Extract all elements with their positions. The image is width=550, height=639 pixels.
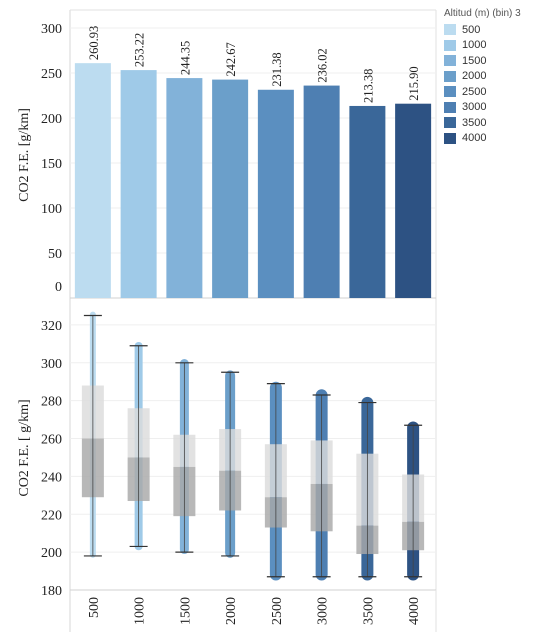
box-y-tick-label: 220 bbox=[41, 508, 62, 523]
bar-y-tick-label: 0 bbox=[55, 280, 62, 295]
legend-swatch bbox=[444, 70, 456, 82]
x-tick-label: 3000 bbox=[316, 597, 331, 625]
legend-label: 3000 bbox=[462, 101, 487, 114]
bar bbox=[395, 103, 432, 298]
bar bbox=[74, 63, 111, 299]
bar-y-tick-label: 250 bbox=[41, 67, 62, 82]
legend-label: 1000 bbox=[462, 39, 487, 52]
x-tick-label: 3500 bbox=[361, 597, 376, 625]
legend-swatch bbox=[444, 132, 456, 144]
legend-label: 3500 bbox=[462, 116, 487, 129]
box-y-tick-label: 300 bbox=[41, 357, 62, 372]
x-tick-label: 4000 bbox=[407, 597, 422, 625]
bar-data-label: 231.38 bbox=[270, 52, 284, 86]
bar-y-axis-title: CO2 F.E. [g/km] bbox=[17, 108, 32, 202]
bar-y-tick-label: 150 bbox=[41, 157, 62, 172]
legend-label: 4000 bbox=[462, 132, 487, 145]
bar-data-label: 260.93 bbox=[87, 26, 101, 60]
bar bbox=[257, 89, 294, 299]
legend-item: 2000 bbox=[444, 69, 550, 85]
legend-item: 3500 bbox=[444, 115, 550, 131]
box-y-tick-label: 180 bbox=[41, 584, 62, 599]
box-y-tick-label: 320 bbox=[41, 319, 62, 334]
bar-y-tick-label: 50 bbox=[48, 247, 62, 262]
legend-item: 4000 bbox=[444, 131, 550, 147]
box-y-tick-label: 260 bbox=[41, 433, 62, 448]
legend-item: 500 bbox=[444, 22, 550, 38]
box-y-tick-label: 200 bbox=[41, 546, 62, 561]
bar bbox=[349, 105, 386, 298]
bar-y-tick-label: 100 bbox=[41, 202, 62, 217]
box-y-tick-label: 280 bbox=[41, 395, 62, 410]
bar bbox=[303, 85, 340, 298]
bar-data-label: 242.67 bbox=[224, 42, 238, 76]
bar-y-tick-label: 300 bbox=[41, 22, 62, 37]
x-tick-label: 2500 bbox=[270, 597, 285, 625]
bar-data-label: 215.90 bbox=[407, 66, 421, 100]
legend-item: 2500 bbox=[444, 84, 550, 100]
box-y-axis-title: CO2 F.E. [ g/km] bbox=[17, 399, 32, 496]
box-y-tick-label: 240 bbox=[41, 470, 62, 485]
legend: Altitud (m) (bin) 3 500 1000 1500 2000 2500 3… bbox=[444, 8, 550, 146]
legend-swatch bbox=[444, 101, 456, 113]
bar bbox=[166, 78, 203, 299]
legend-label: 500 bbox=[462, 23, 481, 36]
legend-item: 1000 bbox=[444, 38, 550, 54]
x-tick-label: 1000 bbox=[133, 597, 148, 625]
legend-swatch bbox=[444, 86, 456, 98]
legend-title: Altitud (m) (bin) 3 bbox=[444, 8, 521, 19]
bar bbox=[120, 70, 157, 299]
legend-swatch bbox=[444, 55, 456, 67]
bar-data-label: 253.22 bbox=[133, 33, 147, 67]
x-tick-label: 1500 bbox=[178, 597, 193, 625]
legend-label: 1500 bbox=[462, 54, 487, 67]
bar bbox=[212, 79, 249, 298]
x-tick-label: 2000 bbox=[224, 597, 239, 625]
bar-data-label: 244.35 bbox=[178, 41, 192, 75]
legend-label: 2500 bbox=[462, 85, 487, 98]
legend-swatch bbox=[444, 117, 456, 129]
bar-data-label: 236.02 bbox=[316, 48, 330, 82]
legend-label: 2000 bbox=[462, 70, 487, 83]
bar-data-label: 213.38 bbox=[361, 69, 375, 103]
legend-swatch bbox=[444, 39, 456, 51]
legend-swatch bbox=[444, 24, 456, 36]
legend-item: 3000 bbox=[444, 100, 550, 116]
bar-y-tick-label: 200 bbox=[41, 112, 62, 127]
x-tick-label: 500 bbox=[87, 597, 102, 618]
legend-item: 1500 bbox=[444, 53, 550, 69]
